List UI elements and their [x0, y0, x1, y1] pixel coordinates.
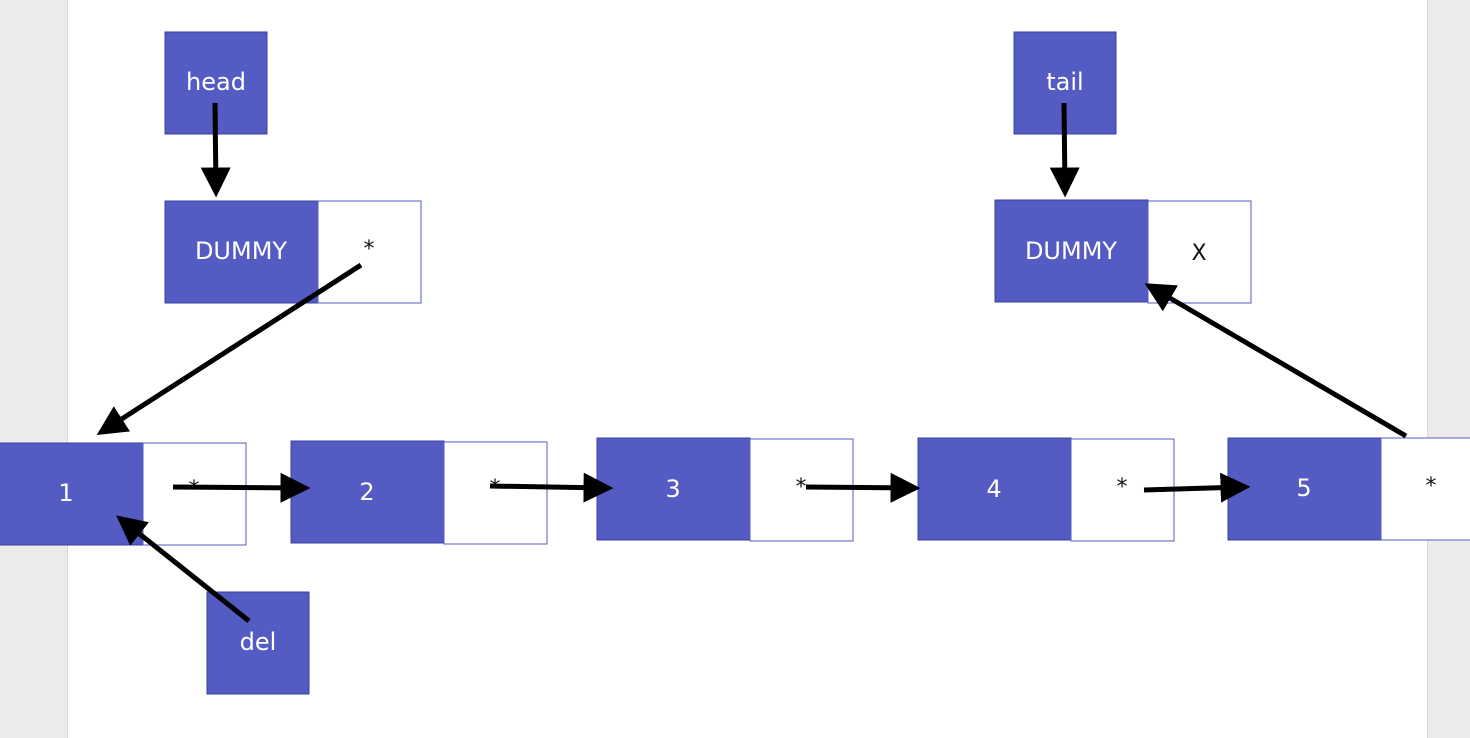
- tail-label: tail: [1046, 68, 1083, 96]
- del-pointer-box: del: [206, 591, 310, 695]
- node-4-ptr: *: [1117, 475, 1128, 500]
- node-3-ptr: *: [796, 475, 807, 500]
- list-node-4: 4 *: [917, 437, 1175, 542]
- list-node-3: 3 *: [596, 437, 854, 542]
- node-2-value: 2: [359, 478, 374, 506]
- arrow-node-1-to-node-2: [172, 472, 311, 503]
- list-node-5: 5 *: [1227, 437, 1470, 541]
- dummy-tail-node: DUMMY X: [994, 199, 1252, 304]
- node-4-value: 4: [986, 475, 1001, 503]
- arrow-del-to-node-1: [116, 515, 251, 623]
- node-3-value: 3: [665, 475, 680, 503]
- node-5-value: 5: [1296, 474, 1311, 502]
- arrow-dummy-head-to-node-1: [96, 262, 363, 436]
- node-5-ptr: *: [1426, 474, 1437, 499]
- dummy-head-ptr: *: [364, 237, 375, 262]
- dummy-head-label: DUMMY: [195, 237, 287, 265]
- arrow-tail-to-dummy: [1049, 102, 1080, 198]
- dummy-tail-label: DUMMY: [1025, 237, 1117, 265]
- dummy-head-node: DUMMY *: [164, 200, 422, 304]
- list-node-1: 1 *: [0, 442, 247, 546]
- arrow-node-3-to-node-4: [805, 472, 921, 503]
- arrow-head-to-dummy: [200, 102, 231, 198]
- node-1-value: 1: [58, 479, 73, 507]
- del-label: del: [240, 628, 277, 656]
- arrow-node-4-to-node-5: [1143, 472, 1251, 503]
- head-label: head: [186, 68, 246, 96]
- arrow-node-2-to-node-3: [489, 472, 614, 503]
- arrow-node-5-to-dummy-tail: [1144, 283, 1408, 439]
- dummy-tail-ptr: X: [1191, 241, 1206, 266]
- list-node-2: 2 *: [290, 440, 548, 545]
